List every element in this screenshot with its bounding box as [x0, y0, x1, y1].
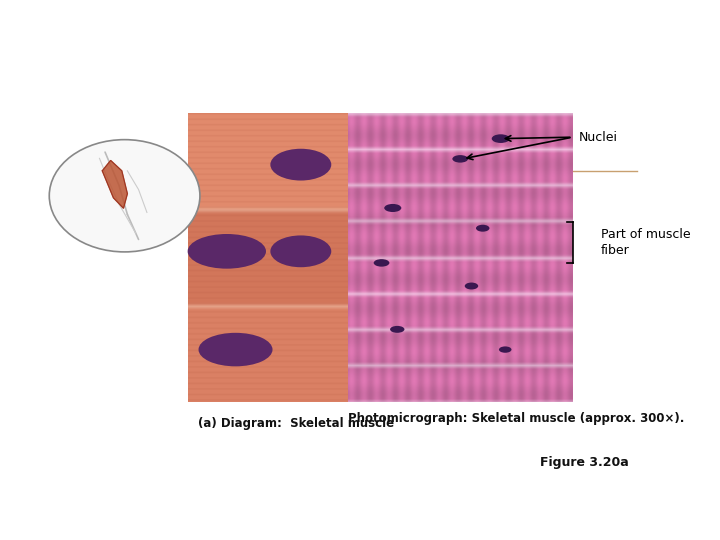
Text: Part of muscle
fiber: Part of muscle fiber: [600, 228, 690, 257]
Polygon shape: [102, 160, 127, 208]
Text: Figure 3.20a: Figure 3.20a: [540, 456, 629, 469]
Ellipse shape: [492, 134, 510, 143]
Ellipse shape: [374, 259, 390, 267]
Text: (a) Diagram:  Skeletal muscle: (a) Diagram: Skeletal muscle: [199, 417, 395, 430]
Ellipse shape: [188, 234, 266, 269]
Ellipse shape: [390, 326, 405, 333]
Ellipse shape: [270, 148, 331, 180]
Ellipse shape: [464, 282, 478, 289]
Text: Photomicrograph: Skeletal muscle (approx. 300×).: Photomicrograph: Skeletal muscle (approx…: [348, 412, 684, 425]
Ellipse shape: [199, 333, 273, 366]
Text: Nuclei: Nuclei: [578, 131, 617, 144]
Ellipse shape: [384, 204, 401, 212]
Ellipse shape: [499, 346, 511, 353]
Circle shape: [49, 140, 200, 252]
Ellipse shape: [270, 235, 331, 267]
Ellipse shape: [476, 225, 490, 232]
Ellipse shape: [452, 155, 468, 163]
